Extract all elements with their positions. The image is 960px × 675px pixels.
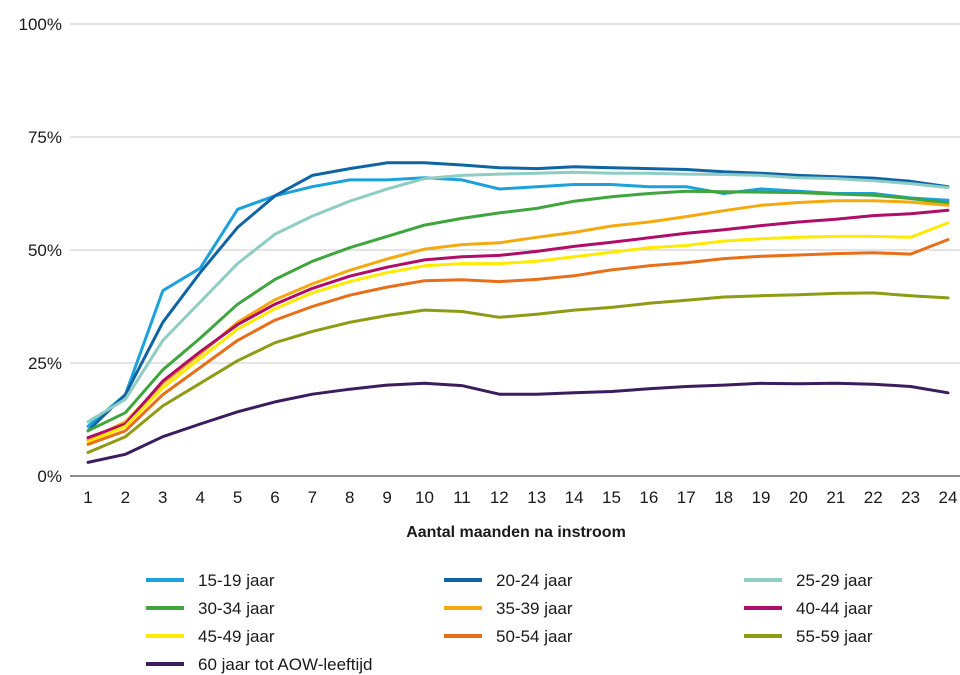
x-tick-label: 11 xyxy=(453,488,471,507)
legend-label: 50-54 jaar xyxy=(496,627,573,646)
x-tick-label: 2 xyxy=(121,488,130,507)
y-tick-label: 50% xyxy=(28,241,62,260)
y-tick-label: 75% xyxy=(28,128,62,147)
y-tick-label: 25% xyxy=(28,354,62,373)
legend-label: 40-44 jaar xyxy=(796,599,873,618)
x-tick-label: 10 xyxy=(415,488,434,507)
x-tick-label: 3 xyxy=(158,488,167,507)
legend-label: 35-39 jaar xyxy=(496,599,573,618)
x-tick-label: 15 xyxy=(602,488,621,507)
x-tick-label: 4 xyxy=(195,488,204,507)
series-line-45-49-jaar xyxy=(86,221,950,444)
series-line-25-29-jaar xyxy=(86,170,950,424)
legend-label: 60 jaar tot AOW-leeftijd xyxy=(198,655,373,674)
x-tick-label: 23 xyxy=(901,488,920,507)
y-tick-label: 100% xyxy=(19,15,62,34)
legend-label: 55-59 jaar xyxy=(796,627,873,646)
legend-item: 20-24 jaar xyxy=(444,571,573,590)
x-tick-label: 13 xyxy=(527,488,546,507)
x-tick-label: 21 xyxy=(826,488,845,507)
legend-label: 15-19 jaar xyxy=(198,571,275,590)
series-line-20-24-jaar xyxy=(86,161,950,433)
gridlines xyxy=(70,23,960,477)
legend-item: 30-34 jaar xyxy=(146,599,275,618)
x-tick-label: 19 xyxy=(752,488,771,507)
legend-label: 30-34 jaar xyxy=(198,599,275,618)
x-tick-label: 8 xyxy=(345,488,354,507)
legend-item: 25-29 jaar xyxy=(744,571,873,590)
x-tick-label: 9 xyxy=(382,488,391,507)
legend-item: 60 jaar tot AOW-leeftijd xyxy=(146,655,373,674)
x-tick-label: 12 xyxy=(490,488,509,507)
legend-item: 50-54 jaar xyxy=(444,627,573,646)
legend-item: 55-59 jaar xyxy=(744,627,873,646)
x-tick-label: 16 xyxy=(639,488,658,507)
legend-item: 45-49 jaar xyxy=(146,627,275,646)
x-tick-label: 20 xyxy=(789,488,808,507)
series-lines xyxy=(86,161,950,464)
x-tick-label: 1 xyxy=(83,488,92,507)
series-line-40-44-jaar xyxy=(86,208,950,440)
legend-label: 25-29 jaar xyxy=(796,571,873,590)
x-axis-title: Aantal maanden na instroom xyxy=(406,524,626,541)
x-tick-label: 22 xyxy=(864,488,883,507)
series-line-60-jaar-tot-aow-leeftijd xyxy=(86,381,950,464)
legend-label: 20-24 jaar xyxy=(496,571,573,590)
legend-item: 35-39 jaar xyxy=(444,599,573,618)
series-line-30-34-jaar xyxy=(86,189,950,433)
legend-item: 15-19 jaar xyxy=(146,571,275,590)
legend: 15-19 jaar 20-24 jaar 25-29 jaar 30-34 jaar… xyxy=(146,571,873,674)
x-tick-label: 7 xyxy=(308,488,317,507)
x-tick-label: 5 xyxy=(233,488,242,507)
legend-item: 40-44 jaar xyxy=(744,599,873,618)
x-tick-label: 17 xyxy=(677,488,696,507)
y-tick-label: 0% xyxy=(37,467,62,486)
x-tick-label: 14 xyxy=(565,488,584,507)
series-line-15-19-jaar xyxy=(86,176,950,428)
legend-label: 45-49 jaar xyxy=(198,627,275,646)
x-tick-label: 18 xyxy=(714,488,733,507)
y-axis-ticks: 0% 25% 50% 75% 100% xyxy=(19,15,62,486)
x-tick-label: 24 xyxy=(939,488,958,507)
series-line-50-54-jaar xyxy=(86,238,950,446)
series-line-55-59-jaar xyxy=(86,291,950,454)
x-tick-label: 6 xyxy=(270,488,279,507)
x-axis-ticks: 1 2 3 4 5 6 7 8 9 10 11 12 13 14 15 16 17 18 19 20 21 22 23 24 xyxy=(83,488,957,507)
